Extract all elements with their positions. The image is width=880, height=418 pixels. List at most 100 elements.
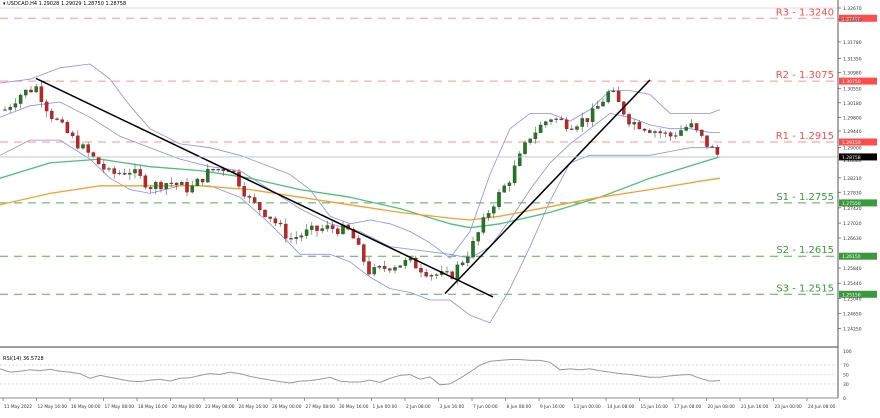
bull-candle (684, 126, 688, 131)
bull-candle (575, 126, 579, 130)
bear-candle (570, 128, 574, 130)
time-tick-label: 24 May 16:00 (239, 404, 269, 410)
bull-candle (216, 168, 220, 171)
bull-candle (403, 260, 408, 266)
bull-candle (663, 132, 668, 134)
bull-candle (18, 94, 23, 104)
time-tick-label: 23 Jun 00:00 (775, 404, 803, 410)
time-axis[interactable]: 11 May 2022 12 May 16:00 16 May 00:00 17 Ma… (2, 398, 836, 410)
bear-candle (122, 172, 127, 175)
bear-candle (112, 168, 116, 174)
bear-candle (362, 244, 366, 262)
bear-candle (159, 181, 163, 190)
bull-candle (507, 182, 512, 186)
bollinger-lowerline (0, 139, 720, 324)
level-price-tag (839, 14, 877, 22)
time-tick-label: 23 May 08:00 (205, 404, 235, 410)
bear-candle (70, 132, 75, 137)
bear-candle (247, 196, 252, 198)
rsi-tick-label: 0 (843, 396, 846, 402)
bull-candle (679, 130, 683, 136)
downtrend-trendline[interactable] (35, 77, 494, 298)
price-tick-label: 1.32370 (843, 17, 862, 23)
bull-candle (497, 192, 501, 207)
price-tick-label: 1.26630 (843, 236, 862, 242)
bear-candle (616, 90, 621, 102)
bear-candle (351, 229, 356, 239)
bear-candle (185, 182, 189, 193)
time-tick-label: 2 Jun 08:00 (406, 404, 431, 410)
uptrend-trendline[interactable] (444, 79, 651, 295)
level-label-r2: R2 - 1.3075 (776, 70, 834, 81)
time-tick-label: 3 Jun 16:00 (440, 404, 465, 410)
bear-candle (637, 122, 642, 130)
current-price-line: 1.28758 (0, 153, 877, 161)
bull-candle (580, 118, 584, 127)
bull-candle (518, 153, 522, 166)
bear-candle (424, 272, 428, 277)
time-tick-label: 9 Jun 16:00 (540, 404, 565, 410)
bear-candle (263, 209, 267, 218)
bull-candle (398, 265, 402, 268)
bull-candle (325, 225, 330, 229)
bear-candle (211, 168, 215, 171)
bull-candle (377, 266, 382, 268)
time-tick-label: 16 May 00:00 (71, 404, 101, 410)
price-tick-label: 1.24650 (843, 311, 862, 317)
bull-candle (304, 229, 309, 236)
bear-candle (289, 238, 293, 240)
bear-candle (705, 135, 709, 147)
bear-candle (648, 130, 652, 133)
bull-candle (107, 168, 111, 170)
bear-candle (559, 118, 564, 121)
bollinger-middleline (0, 101, 720, 259)
bull-candle (466, 256, 470, 263)
bear-candle (60, 119, 64, 123)
bear-candle (55, 118, 59, 120)
time-tick-label: 8 Jun 08:00 (507, 404, 532, 410)
bull-candle (471, 240, 475, 258)
bear-candle (65, 122, 70, 133)
bull-candle (486, 213, 491, 218)
trendlines (35, 77, 651, 298)
rsi-panel: 100 70 50 30 0 (0, 346, 852, 402)
time-tick-label: 17 Jun 08:00 (674, 404, 702, 410)
time-tick-label: 11 May 2022 (4, 404, 32, 410)
bull-candle (554, 118, 558, 120)
time-tick-label: 15 Jun 16:00 (641, 404, 669, 410)
bull-candle (393, 267, 397, 271)
price-tick-label: 1.27420 (843, 206, 862, 212)
bear-candle (330, 225, 335, 229)
level-price-tag (839, 138, 877, 146)
current-price-tag (839, 153, 877, 161)
ma-slow-orange-line (0, 177, 721, 221)
bull-candle (190, 185, 194, 193)
bull-candle (460, 262, 465, 266)
bear-candle (148, 187, 153, 189)
price-tick-label: 1.29800 (843, 115, 862, 121)
bear-candle (627, 114, 631, 125)
moving-averages (0, 156, 721, 229)
bear-candle (86, 144, 90, 153)
bull-candle (24, 89, 28, 96)
time-tick-label: 17 May 08:00 (105, 404, 135, 410)
bull-candle (310, 225, 314, 230)
price-tick-label: 1.28680 (843, 158, 862, 164)
bear-candle (715, 147, 720, 155)
bull-candle (429, 275, 434, 277)
bear-candle (710, 146, 714, 148)
bear-candle (315, 225, 319, 231)
price-tick-label: 1.31780 (843, 40, 862, 46)
bear-candle (29, 89, 33, 93)
collapse-triangle-icon[interactable]: ▾ (3, 1, 8, 7)
bull-candle (544, 121, 548, 126)
svg-text:1.25150: 1.25150 (842, 292, 861, 298)
symbol-info-label: ▾ USDCAD,H4 1.29028 1.29029 1.28750 1.28… (3, 1, 126, 7)
price-axis[interactable]: 1.32670 1.32370 1.31780 1.31350 1.30980 1.305… (0, 0, 862, 398)
bear-candle (174, 182, 179, 185)
bull-candle (81, 144, 85, 149)
bull-candle (372, 267, 376, 275)
level-label-s1: S1 - 1.2755 (776, 192, 834, 203)
bear-candle (76, 135, 80, 149)
